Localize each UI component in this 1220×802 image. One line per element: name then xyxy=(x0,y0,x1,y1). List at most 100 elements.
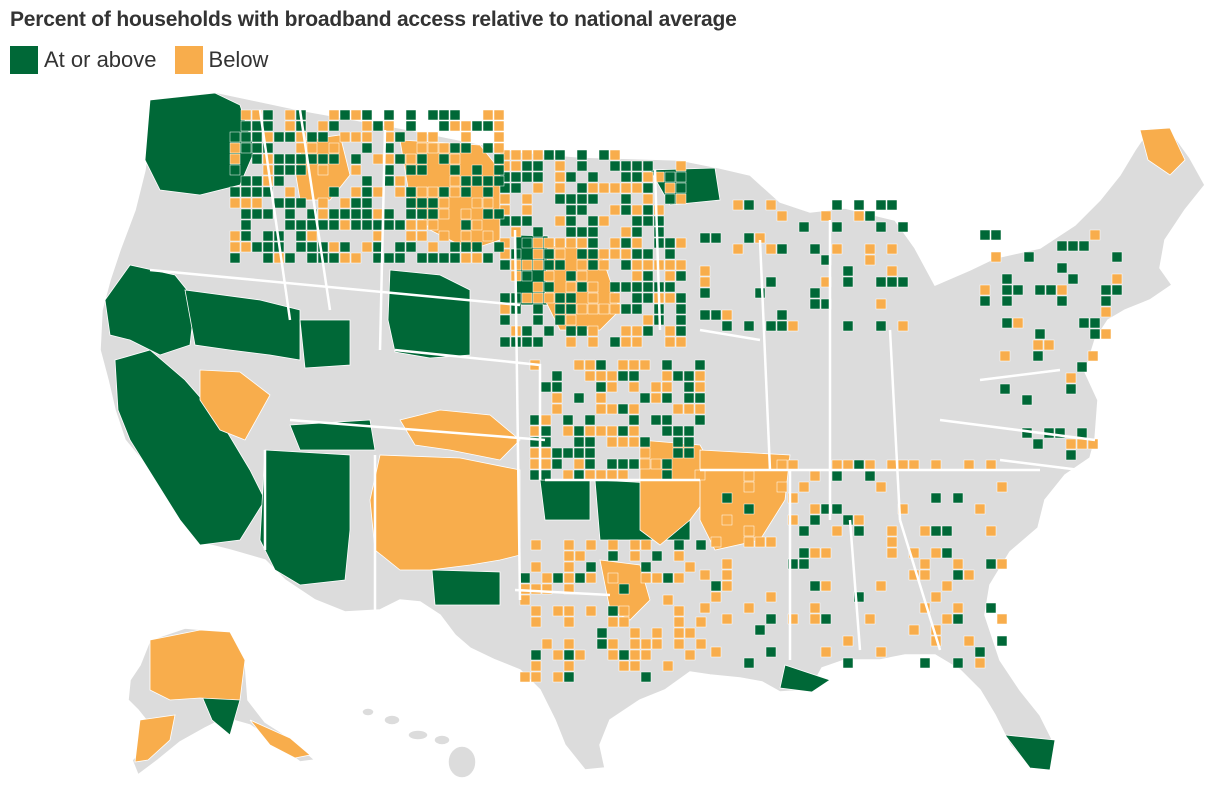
county xyxy=(607,616,619,628)
county xyxy=(339,252,351,264)
county xyxy=(584,414,596,426)
county xyxy=(565,226,577,238)
county xyxy=(563,539,575,551)
county xyxy=(653,237,665,249)
county xyxy=(618,583,630,595)
county xyxy=(574,550,586,562)
county xyxy=(628,370,640,382)
county xyxy=(405,164,417,176)
county xyxy=(875,481,887,493)
county xyxy=(642,281,654,293)
county xyxy=(618,616,630,628)
county xyxy=(499,336,511,348)
county xyxy=(675,237,687,249)
county xyxy=(543,248,555,260)
county xyxy=(631,171,643,183)
county xyxy=(565,204,577,216)
county xyxy=(606,381,618,393)
county xyxy=(460,230,472,242)
county xyxy=(1089,317,1101,329)
county xyxy=(532,292,544,304)
county xyxy=(306,131,318,143)
county xyxy=(584,436,596,448)
county xyxy=(427,219,439,231)
county xyxy=(661,359,673,371)
county xyxy=(620,237,632,249)
county xyxy=(787,320,799,332)
county xyxy=(1001,273,1013,285)
county xyxy=(361,109,373,121)
county xyxy=(229,131,241,143)
county xyxy=(631,160,643,172)
county xyxy=(493,153,505,165)
county xyxy=(609,160,621,172)
county xyxy=(897,276,909,288)
county xyxy=(551,392,563,404)
county xyxy=(416,219,428,231)
county xyxy=(372,208,384,220)
county xyxy=(743,525,755,537)
county xyxy=(607,605,619,617)
county xyxy=(565,303,577,315)
county-cluster xyxy=(289,419,376,451)
county xyxy=(229,241,241,253)
county xyxy=(1089,328,1101,340)
county xyxy=(521,237,533,249)
county xyxy=(339,219,351,231)
county xyxy=(974,657,986,669)
county xyxy=(618,649,630,661)
county xyxy=(438,230,450,242)
county xyxy=(754,287,766,299)
county xyxy=(1065,383,1077,395)
county xyxy=(664,336,676,348)
county xyxy=(651,627,663,639)
county xyxy=(449,175,461,187)
county xyxy=(427,186,439,198)
county xyxy=(573,458,585,470)
county xyxy=(710,580,722,592)
county xyxy=(240,131,252,143)
county xyxy=(306,230,318,242)
county xyxy=(661,414,673,426)
county xyxy=(530,660,542,672)
county xyxy=(251,120,263,132)
county xyxy=(941,547,953,559)
county xyxy=(798,547,810,559)
county xyxy=(551,403,563,415)
county xyxy=(631,292,643,304)
county xyxy=(831,525,843,537)
county xyxy=(405,208,417,220)
county xyxy=(405,153,417,165)
county xyxy=(587,248,599,260)
county xyxy=(620,182,632,194)
county xyxy=(694,469,706,481)
county xyxy=(532,259,544,271)
county xyxy=(639,359,651,371)
county xyxy=(628,436,640,448)
county xyxy=(661,392,673,404)
county xyxy=(606,403,618,415)
county xyxy=(820,580,832,592)
county xyxy=(650,392,662,404)
state-border xyxy=(653,169,832,520)
county xyxy=(317,219,329,231)
county xyxy=(540,381,552,393)
county xyxy=(809,613,821,625)
county xyxy=(482,197,494,209)
county xyxy=(532,226,544,238)
county xyxy=(640,638,652,650)
state-borders xyxy=(149,109,1096,660)
county xyxy=(620,259,632,271)
county xyxy=(675,182,687,194)
county xyxy=(449,153,461,165)
county xyxy=(897,320,909,332)
county xyxy=(664,171,676,183)
county xyxy=(405,109,417,121)
county xyxy=(732,243,744,255)
county xyxy=(620,226,632,238)
county xyxy=(563,616,575,628)
county xyxy=(864,470,876,482)
county xyxy=(576,270,588,282)
county xyxy=(339,131,351,143)
county xyxy=(952,492,964,504)
